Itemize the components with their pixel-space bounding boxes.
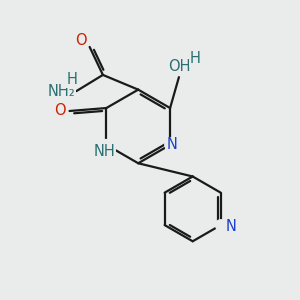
Text: N: N [226, 219, 236, 234]
Text: H: H [190, 51, 201, 66]
Circle shape [101, 140, 112, 150]
Text: N: N [226, 219, 236, 234]
Text: OH: OH [168, 59, 191, 74]
Text: NH: NH [94, 144, 116, 159]
Text: NH₂: NH₂ [48, 84, 76, 99]
Circle shape [215, 220, 226, 230]
Text: O: O [75, 33, 87, 48]
Text: N: N [166, 137, 177, 152]
Text: N: N [166, 137, 177, 152]
Text: H: H [67, 72, 77, 87]
Text: O: O [54, 103, 66, 118]
Circle shape [165, 140, 176, 150]
Text: NH: NH [94, 144, 116, 159]
